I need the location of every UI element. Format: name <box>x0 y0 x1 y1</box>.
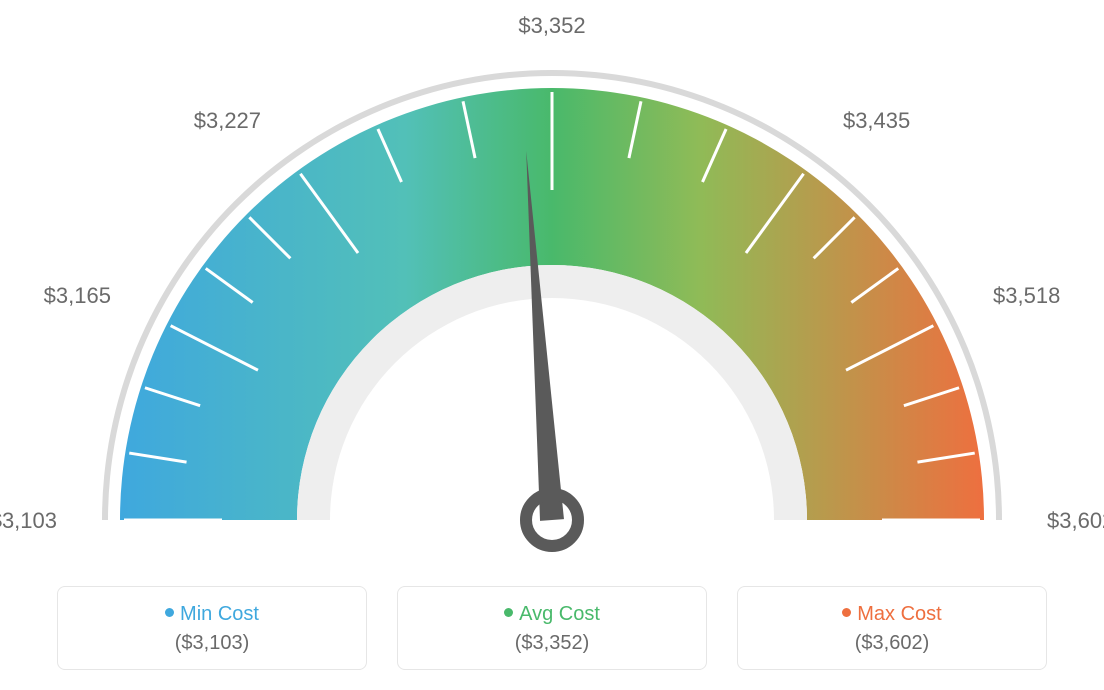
tick-label: $3,165 <box>41 283 111 309</box>
legend-title-min: Min Cost <box>58 603 366 626</box>
legend-dot-max <box>842 608 851 617</box>
legend-card-min: Min Cost ($3,103) <box>57 586 367 670</box>
gauge: $3,103$3,165$3,227$3,352$3,435$3,518$3,6… <box>52 40 1052 570</box>
tick-label: $3,602 <box>1047 508 1104 534</box>
tick-label: $3,227 <box>191 108 261 134</box>
tick-label: $3,518 <box>993 283 1060 309</box>
legend-value-min: ($3,103) <box>58 632 366 655</box>
legend-row: Min Cost ($3,103) Avg Cost ($3,352) Max … <box>57 586 1047 670</box>
tick-label: $3,435 <box>843 108 910 134</box>
legend-title-avg: Avg Cost <box>398 603 706 626</box>
legend-title-text-avg: Avg Cost <box>519 603 600 625</box>
gauge-chart-container: $3,103 $3,165 $3,227 $3,352 $3,435 $3,518 $3,6… <box>0 0 1104 690</box>
tick-label: $3,103 <box>0 508 57 534</box>
legend-card-avg: Avg Cost ($3,352) <box>397 586 707 670</box>
legend-title-text-min: Min Cost <box>180 603 259 625</box>
legend-title-text-max: Max Cost <box>857 603 941 625</box>
legend-value-max: ($3,602) <box>738 632 1046 655</box>
legend-card-max: Max Cost ($3,602) <box>737 586 1047 670</box>
legend-dot-avg <box>504 608 513 617</box>
legend-value-avg: ($3,352) <box>398 632 706 655</box>
tick-label: $3,352 <box>517 13 587 39</box>
legend-title-max: Max Cost <box>738 603 1046 626</box>
legend-dot-min <box>165 608 174 617</box>
